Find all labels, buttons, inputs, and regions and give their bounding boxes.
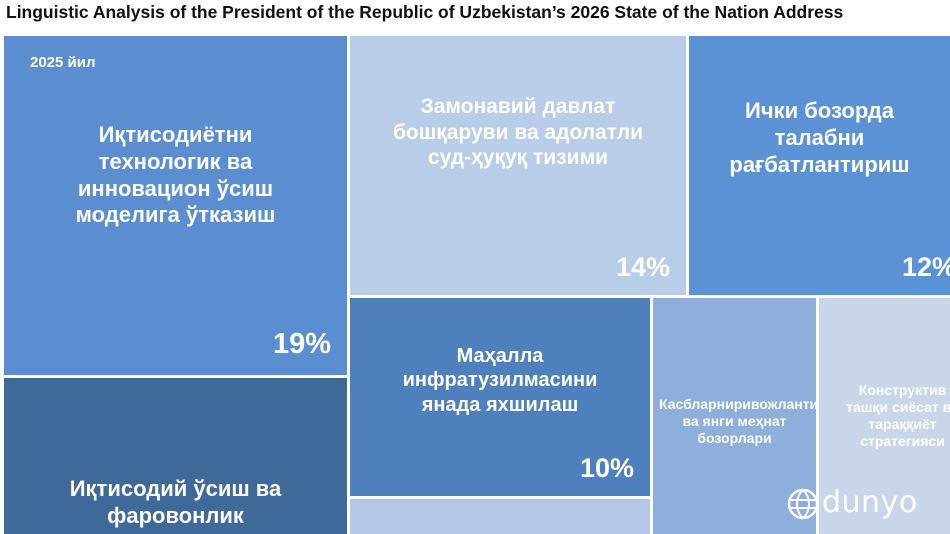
treemap-tile: Касбларниривожлантириш ва янги меҳнат бо… (653, 298, 816, 534)
treemap-tile (350, 499, 650, 534)
tile-percent: 10% (579, 453, 634, 483)
tile-label: Конструктив ташқи сиёсат ва тараққиёт ст… (846, 382, 950, 450)
treemap-tile: Конструктив ташқи сиёсат ва тараққиёт ст… (819, 298, 950, 534)
tile-label: Маҳалла инфратузилмасини янада яхшилаш (402, 345, 598, 416)
treemap-tile: Ички бозорда талабни рағбатлантириш 12% (689, 36, 950, 295)
tile-label: Касбларниривожлантириш ва янги меҳнат бо… (659, 396, 816, 447)
treemap-tile: Замонавий давлат бошқаруви ва адолатли с… (350, 36, 686, 295)
tile-percent: 19% (272, 328, 331, 360)
treemap-tile: Иқтисодий ўсиш ва фаровонлик (4, 378, 347, 534)
dunyo-logo: dunyo (786, 483, 936, 523)
chart-title: Linguistic Analysis of the President of … (6, 2, 844, 22)
globe-icon (787, 488, 819, 520)
tile-percent: 12% (901, 252, 950, 282)
year-label: 2025 йил (30, 54, 96, 71)
treemap-chart: Иқтисодиётни технологик ва инновацион ўс… (0, 32, 950, 534)
treemap-tile: Иқтисодиётни технологик ва инновацион ўс… (4, 36, 347, 375)
tile-percent: 14% (615, 252, 670, 282)
tile-label: Замонавий давлат бошқаруви ва адолатли с… (392, 95, 644, 170)
treemap-tile: Маҳалла инфратузилмасини янада яхшилаш 10… (350, 298, 650, 496)
logo-text: dunyo (822, 485, 918, 520)
tile-label: Иқтисодиётни технологик ва инновацион ўс… (75, 122, 276, 228)
tile-label: Ички бозорда талабни рағбатлантириш (729, 98, 910, 177)
tile-label: Иқтисодий ўсиш ва фаровонлик (69, 476, 282, 528)
